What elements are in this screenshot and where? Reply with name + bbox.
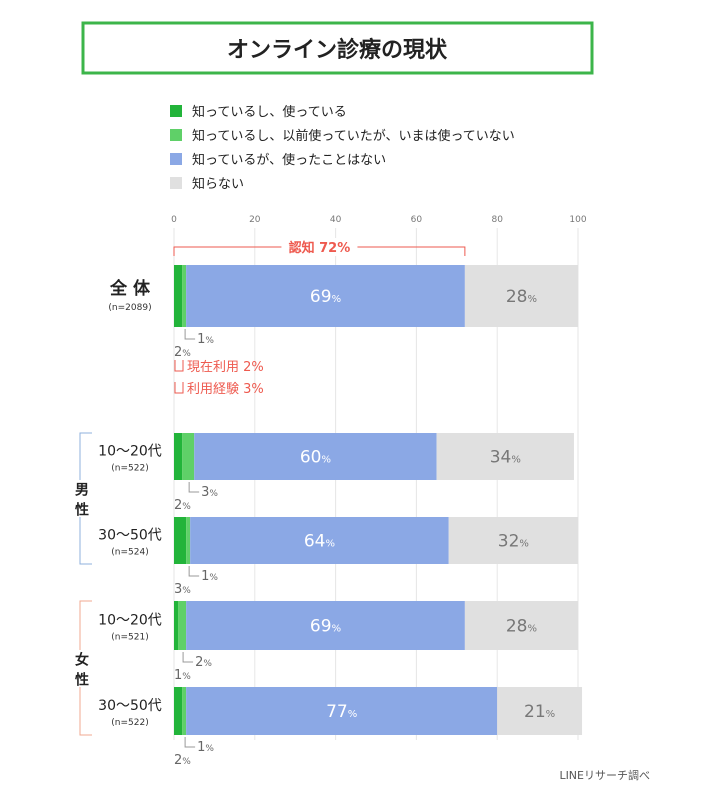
legend-label-1: 知っているし、以前使っていたが、いまは使っていない	[192, 128, 515, 144]
row-n-0: (n=2089)	[108, 303, 151, 313]
data-label-4-0: 2%	[174, 753, 191, 768]
group-bracket-bottom-0	[79, 517, 92, 565]
bar-row-0: 全 体 (n=2089) 69% 28% 1% 2%	[108, 265, 578, 360]
small-label-leader-0	[184, 329, 196, 340]
data-label-4-3: 21%	[524, 702, 555, 722]
source-note: LINEリサーチ調べ	[559, 768, 650, 782]
bar-seg-0-1	[182, 265, 187, 327]
group-label-0: 男性	[75, 483, 89, 519]
legend: 知っているし、使っている知っているし、以前使っていたが、いまは使っていない知って…	[170, 104, 515, 192]
current-use-bracket	[174, 360, 184, 372]
small-label-leader-2	[188, 566, 200, 577]
bar-seg-2-0	[174, 517, 187, 564]
bar-row-3: 10〜20代 (n=521) 69% 28% 2% 1%	[98, 601, 578, 683]
data-label-0-2: 69%	[310, 287, 341, 307]
group-bracket-top-0	[79, 432, 92, 480]
x-tick-label-20: 20	[249, 215, 261, 225]
current-use-label: 現在利用 2%	[187, 360, 264, 375]
legend-swatch-0	[170, 105, 182, 117]
data-label-2-1: 1%	[201, 569, 218, 584]
bar-seg-1-2	[194, 433, 437, 480]
row-label-3: 10〜20代	[98, 613, 162, 629]
x-tick-label-100: 100	[569, 215, 586, 225]
legend-swatch-1	[170, 129, 182, 141]
legend-label-2: 知っているが、使ったことはない	[192, 152, 386, 168]
bar-seg-1-1	[182, 433, 195, 480]
bar-seg-3-3	[464, 601, 578, 650]
bar-seg-0-0	[174, 265, 183, 327]
bar-seg-0-3	[464, 265, 578, 327]
chart-title: オンライン診療の現状	[227, 37, 448, 63]
data-label-1-3: 34%	[490, 448, 521, 468]
bar-row-4: 30〜50代 (n=522) 77% 21% 1% 2%	[98, 687, 583, 768]
bar-seg-4-3	[497, 687, 583, 735]
group-label-1: 女性	[75, 652, 89, 689]
bar-rows: 全 体 (n=2089) 69% 28% 1% 2% 10〜20代 (n=522) 60% 34%…	[98, 265, 583, 768]
data-label-0-0: 2%	[174, 345, 191, 360]
bar-row-2: 30〜50代 (n=524) 64% 32% 1% 3%	[98, 517, 578, 597]
data-label-4-1: 1%	[197, 740, 214, 755]
bar-seg-3-1	[178, 601, 187, 650]
data-label-0-1: 1%	[197, 332, 214, 347]
bar-seg-3-0	[174, 601, 179, 650]
legend-swatch-2	[170, 153, 182, 165]
row-label-1: 10〜20代	[98, 444, 162, 460]
bar-seg-2-3	[448, 517, 578, 564]
small-label-leader-3	[182, 652, 194, 663]
annotations: 認知 72% 現在利用 2% 利用経験 3%	[173, 238, 466, 397]
data-label-2-2: 64%	[304, 532, 335, 552]
x-tick-label-0: 0	[171, 215, 177, 225]
row-n-1: (n=522)	[111, 464, 148, 474]
row-label-2: 30〜50代	[98, 528, 162, 544]
row-n-2: (n=524)	[111, 548, 148, 558]
data-label-3-1: 2%	[195, 655, 212, 670]
small-label-leader-4	[184, 737, 196, 748]
bar-seg-1-0	[174, 433, 183, 480]
data-label-1-2: 60%	[300, 448, 331, 468]
data-label-1-0: 2%	[174, 498, 191, 513]
bar-seg-4-1	[182, 687, 187, 735]
data-label-3-2: 69%	[310, 617, 341, 637]
bar-seg-1-3	[436, 433, 574, 480]
experience-bracket	[174, 382, 184, 394]
x-tick-label-40: 40	[330, 215, 342, 225]
bar-seg-4-0	[174, 687, 183, 735]
bar-seg-2-1	[186, 517, 191, 564]
row-label-4: 30〜50代	[98, 698, 162, 714]
awareness-label: 認知 72%	[289, 240, 351, 256]
group-bracket-top-1	[79, 600, 92, 650]
data-label-2-3: 32%	[498, 532, 529, 552]
bar-seg-4-2	[186, 687, 498, 735]
awareness-label-bg	[281, 238, 358, 256]
legend-label-3: 知らない	[192, 176, 244, 192]
data-label-1-1: 3%	[201, 485, 218, 500]
title-box	[81, 21, 594, 75]
experience-label: 利用経験 3%	[187, 382, 264, 397]
bar-row-1: 10〜20代 (n=522) 60% 34% 3% 2%	[98, 433, 574, 513]
group-bracket-bottom-1	[79, 687, 92, 736]
row-n-4: (n=522)	[111, 718, 148, 728]
bar-seg-0-2	[186, 265, 465, 327]
data-label-3-0: 1%	[174, 668, 191, 683]
data-label-3-3: 28%	[506, 617, 537, 637]
data-label-2-0: 3%	[174, 582, 191, 597]
x-tick-label-80: 80	[491, 215, 503, 225]
bar-seg-2-2	[190, 517, 449, 564]
x-tick-label-60: 60	[411, 215, 423, 225]
data-label-4-2: 77%	[326, 702, 357, 722]
data-label-0-3: 28%	[506, 287, 537, 307]
legend-label-0: 知っているし、使っている	[192, 104, 347, 120]
small-label-leader-1	[188, 482, 200, 493]
bar-seg-3-2	[186, 601, 465, 650]
row-label-0: 全 体	[109, 278, 151, 299]
legend-swatch-3	[170, 177, 182, 189]
row-n-3: (n=521)	[111, 633, 148, 643]
